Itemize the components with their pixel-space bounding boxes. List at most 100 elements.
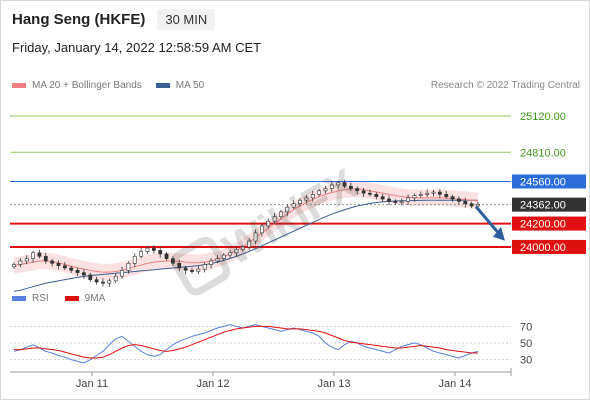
- rsi-tick-label: 50: [520, 338, 532, 350]
- level-price-box: [512, 197, 586, 212]
- candle: [113, 273, 118, 283]
- candle-body: [317, 190, 321, 195]
- candle-body: [234, 248, 239, 254]
- level-label-4: 24200.00: [512, 216, 586, 231]
- candle-body: [444, 194, 449, 197]
- candle: [457, 196, 461, 205]
- candle-body: [240, 246, 245, 250]
- rsi-ma-swatch: [64, 296, 79, 301]
- level-price-text: 24200.00: [520, 219, 566, 231]
- candle: [317, 188, 321, 197]
- candle-body: [253, 232, 258, 242]
- candle-body: [285, 206, 290, 213]
- level-price-text: 24810.00: [520, 147, 566, 159]
- candle: [406, 194, 410, 205]
- candle-body: [190, 270, 194, 272]
- candle-body: [221, 254, 226, 259]
- copyright-label: Research © 2022 Trading Central: [430, 80, 580, 91]
- level-label-5: 24000.00: [512, 239, 586, 254]
- candle: [202, 262, 207, 273]
- candle: [387, 195, 391, 206]
- candle: [279, 209, 283, 220]
- candle: [221, 253, 226, 262]
- candle: [43, 252, 48, 264]
- candle-body: [380, 196, 385, 200]
- candle: [75, 267, 80, 276]
- candle-body: [469, 203, 474, 207]
- candle: [88, 272, 93, 282]
- candle-body: [101, 281, 105, 284]
- candle: [253, 229, 258, 245]
- candle-body: [310, 194, 315, 199]
- candle-body: [425, 192, 430, 195]
- candle: [266, 218, 271, 229]
- candle: [171, 255, 175, 266]
- candle: [329, 181, 334, 192]
- candle: [393, 199, 398, 205]
- rsi-legend: RSI 9MA: [12, 293, 121, 304]
- candle-body: [476, 204, 480, 207]
- candle: [240, 244, 245, 252]
- candle-body: [107, 280, 112, 284]
- candle: [37, 249, 42, 259]
- candle-body: [272, 216, 277, 222]
- candle-body: [82, 272, 86, 276]
- candle: [50, 258, 55, 267]
- candle: [151, 245, 156, 254]
- candle: [425, 189, 430, 198]
- candle-body: [43, 255, 48, 262]
- candle: [18, 258, 23, 268]
- candle: [368, 189, 372, 197]
- candle: [361, 188, 366, 198]
- candle: [342, 179, 347, 189]
- candle-body: [164, 253, 169, 259]
- datetime-label: Friday, January 14, 2022 12:58:59 AM CET: [12, 40, 262, 55]
- level-price-text: 24362.00: [520, 200, 566, 212]
- candle-body: [431, 191, 436, 194]
- candle-body: [368, 192, 372, 195]
- candle: [228, 249, 233, 259]
- candle-body: [50, 260, 55, 264]
- candle: [234, 245, 239, 257]
- timeframe-badge[interactable]: 30 MIN: [157, 8, 216, 30]
- candle-body: [24, 258, 29, 262]
- x-tick-label: Jan 13: [317, 378, 350, 390]
- candle-body: [304, 197, 309, 201]
- legend-ma50: MA 50: [155, 80, 204, 91]
- ma20-label: MA 20 + Bollinger Bands: [32, 80, 142, 91]
- x-tick-label: Jan 11: [76, 378, 108, 390]
- candle: [183, 265, 188, 275]
- candle: [56, 260, 61, 270]
- level-price-text: 24560.00: [520, 176, 566, 188]
- candle-body: [412, 195, 417, 199]
- candle-body: [437, 191, 442, 195]
- candle: [209, 258, 213, 269]
- candle-body: [228, 252, 233, 256]
- candle-body: [279, 211, 283, 217]
- candle: [272, 213, 277, 224]
- rsi-ma-label: 9MA: [84, 293, 106, 304]
- rsi-tick-label: 30: [520, 355, 532, 367]
- candle: [164, 251, 169, 261]
- candle: [380, 193, 385, 203]
- candle-body: [355, 188, 360, 192]
- candle: [444, 190, 449, 199]
- forecast-arrow-head: [493, 226, 505, 241]
- watermark-logo-mark: [171, 236, 231, 296]
- candle-body: [418, 194, 423, 196]
- level-label-3: 24362.00: [512, 197, 586, 212]
- candle: [463, 197, 468, 208]
- candle: [310, 190, 315, 202]
- candle-body: [348, 185, 353, 189]
- candle-body: [393, 201, 398, 203]
- candle-body: [202, 264, 207, 270]
- candle-body: [406, 197, 410, 202]
- level-label-1: 24810.00: [520, 147, 566, 159]
- level-price-text: 24000.00: [520, 242, 566, 254]
- forecast-arrow-shaft: [474, 205, 501, 235]
- candle: [323, 185, 328, 194]
- legend-rsi: RSI: [12, 293, 49, 304]
- candle-body: [183, 267, 188, 271]
- candle-body: [139, 251, 144, 257]
- candle-body: [399, 201, 404, 203]
